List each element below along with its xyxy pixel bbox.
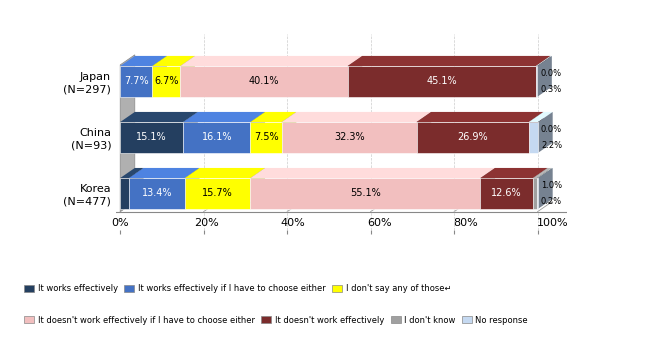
- Text: 16.1%: 16.1%: [202, 132, 232, 142]
- Polygon shape: [180, 56, 362, 66]
- Polygon shape: [152, 56, 195, 66]
- Bar: [120, 66, 152, 97]
- Text: 15.1%: 15.1%: [137, 132, 167, 142]
- Bar: [120, 122, 183, 153]
- Text: 0.3%: 0.3%: [541, 85, 562, 94]
- Text: 0.0%: 0.0%: [541, 125, 562, 134]
- Text: 100%: 100%: [536, 218, 568, 228]
- Text: 15.7%: 15.7%: [202, 188, 233, 198]
- Polygon shape: [152, 56, 167, 97]
- Text: 40%: 40%: [280, 218, 306, 228]
- Polygon shape: [481, 168, 548, 178]
- Polygon shape: [180, 56, 195, 97]
- Polygon shape: [536, 56, 552, 66]
- Bar: [536, 66, 537, 97]
- Text: 32.3%: 32.3%: [334, 132, 365, 142]
- Text: 6.7%: 6.7%: [154, 76, 178, 87]
- Bar: [282, 122, 416, 153]
- Text: 0.2%: 0.2%: [541, 197, 562, 206]
- Text: 45.1%: 45.1%: [426, 76, 457, 87]
- Bar: [481, 178, 533, 209]
- Polygon shape: [185, 168, 265, 178]
- Text: 20%: 20%: [194, 218, 219, 228]
- Legend: It doesn't work effectively if I have to choose either, It doesn't work effectiv: It doesn't work effectively if I have to…: [21, 312, 531, 328]
- Bar: [152, 66, 180, 97]
- Bar: [529, 122, 538, 153]
- Polygon shape: [416, 112, 431, 153]
- Polygon shape: [129, 168, 200, 178]
- Polygon shape: [251, 168, 495, 178]
- Bar: [120, 178, 129, 209]
- Text: 13.4%: 13.4%: [142, 188, 172, 198]
- Polygon shape: [183, 112, 198, 153]
- Bar: [537, 178, 538, 209]
- Polygon shape: [536, 56, 550, 97]
- Text: 55.1%: 55.1%: [350, 188, 381, 198]
- Polygon shape: [537, 56, 552, 97]
- Text: 26.9%: 26.9%: [457, 132, 488, 142]
- Polygon shape: [120, 56, 167, 66]
- Bar: [129, 178, 185, 209]
- Polygon shape: [129, 168, 144, 209]
- Polygon shape: [529, 112, 544, 153]
- Bar: [533, 178, 537, 209]
- Text: 12.6%: 12.6%: [491, 188, 522, 198]
- Polygon shape: [347, 56, 362, 97]
- Polygon shape: [282, 112, 431, 122]
- Polygon shape: [183, 112, 265, 122]
- Bar: [185, 178, 251, 209]
- Polygon shape: [529, 112, 553, 122]
- Polygon shape: [533, 168, 548, 209]
- Text: 7.7%: 7.7%: [124, 76, 149, 87]
- Text: 2.2%: 2.2%: [541, 141, 562, 150]
- Text: 40.1%: 40.1%: [249, 76, 279, 87]
- Polygon shape: [120, 168, 144, 178]
- Polygon shape: [538, 168, 553, 209]
- Polygon shape: [481, 168, 495, 209]
- Bar: [180, 66, 347, 97]
- Polygon shape: [416, 112, 544, 122]
- Polygon shape: [251, 168, 265, 209]
- Bar: [183, 122, 251, 153]
- Polygon shape: [537, 168, 553, 178]
- Text: 7.5%: 7.5%: [254, 132, 278, 142]
- Bar: [347, 66, 536, 97]
- Polygon shape: [533, 168, 552, 178]
- Polygon shape: [185, 168, 200, 209]
- Text: 1.0%: 1.0%: [541, 181, 562, 190]
- Polygon shape: [538, 112, 553, 153]
- Text: 0%: 0%: [111, 218, 129, 228]
- Bar: [416, 122, 529, 153]
- Text: 80%: 80%: [453, 218, 478, 228]
- Polygon shape: [347, 56, 550, 66]
- Text: 60%: 60%: [367, 218, 392, 228]
- Polygon shape: [251, 112, 296, 122]
- Polygon shape: [120, 112, 198, 122]
- Polygon shape: [537, 168, 552, 209]
- Bar: [251, 178, 481, 209]
- Polygon shape: [251, 112, 265, 153]
- Text: 0.0%: 0.0%: [541, 69, 562, 78]
- Polygon shape: [120, 55, 135, 212]
- Bar: [251, 122, 282, 153]
- Polygon shape: [282, 112, 296, 153]
